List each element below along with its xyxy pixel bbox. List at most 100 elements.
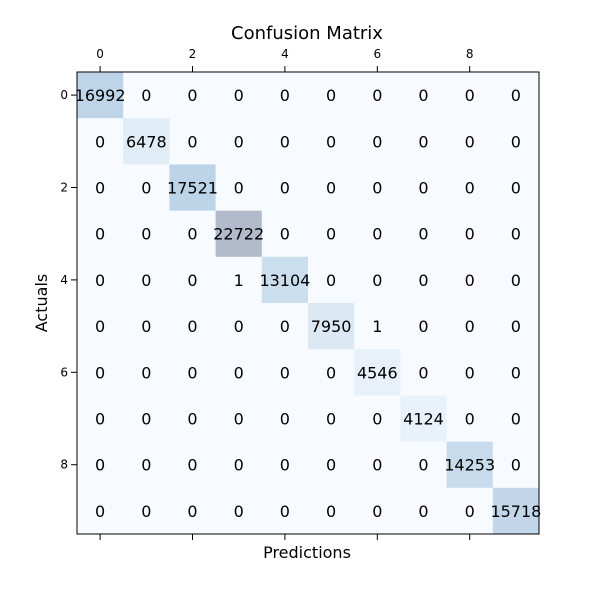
heatmap-cell-r6-c3 — [215, 349, 263, 396]
heatmap-cell-r4-c6 — [354, 256, 401, 304]
heatmap-cell-r3-c2 — [169, 210, 216, 258]
heatmap-cell-r1-c9 — [492, 118, 540, 165]
heatmap-cells — [77, 72, 540, 535]
cell-value-r6-c0: 0 — [95, 363, 105, 382]
heatmap-cell-r8-c5 — [308, 441, 355, 489]
heatmap-cell-r3-c4 — [261, 210, 309, 258]
cell-value-r6-c5: 0 — [326, 363, 336, 382]
heatmap-cell-r4-c3 — [215, 256, 263, 304]
cell-value-r3-c6: 0 — [372, 225, 382, 244]
heatmap-cell-r6-c6 — [354, 349, 401, 396]
plot-frame — [76, 71, 540, 535]
cell-value-r9-c8: 0 — [465, 502, 475, 521]
cell-value-r0-c8: 0 — [465, 86, 475, 105]
heatmap-cell-r8-c0 — [77, 441, 124, 489]
heatmap-cell-r5-c6 — [354, 303, 401, 350]
cell-value-r1-c6: 0 — [372, 132, 382, 151]
cell-value-r3-c1: 0 — [141, 225, 151, 244]
cell-value-r1-c4: 0 — [280, 132, 290, 151]
heatmap-cell-r1-c0 — [77, 118, 124, 165]
cell-value-r5-c3: 0 — [234, 317, 244, 336]
heatmap-cell-r0-c3 — [215, 72, 263, 119]
heatmap-cell-r8-c1 — [123, 441, 170, 489]
cell-value-r7-c3: 0 — [234, 410, 244, 429]
cell-value-r2-c7: 0 — [418, 179, 428, 198]
heatmap-cell-r0-c9 — [492, 72, 540, 119]
heatmap-cell-r5-c1 — [123, 303, 170, 350]
heatmap-cell-r2-c1 — [123, 164, 170, 211]
cell-value-r3-c9: 0 — [511, 225, 521, 244]
heatmap-cell-r9-c3 — [215, 487, 263, 535]
x-tick-label-2: 2 — [189, 47, 197, 61]
heatmap-cell-r4-c7 — [400, 256, 447, 304]
heatmap-cell-r0-c2 — [169, 72, 216, 119]
heatmap-cell-r2-c0 — [77, 164, 124, 211]
heatmap-cell-r2-c8 — [446, 164, 494, 211]
cell-value-r8-c4: 0 — [280, 456, 290, 475]
heatmap-cell-r2-c2 — [169, 164, 216, 211]
cell-value-r7-c8: 0 — [465, 410, 475, 429]
heatmap-cell-r5-c9 — [492, 303, 540, 350]
cell-value-r5-c2: 0 — [187, 317, 197, 336]
cell-value-r0-c2: 0 — [187, 86, 197, 105]
cell-value-r3-c4: 0 — [280, 225, 290, 244]
heatmap-cell-r9-c0 — [77, 487, 124, 535]
heatmap-cell-r7-c0 — [77, 395, 124, 442]
heatmap-cell-r0-c6 — [354, 72, 401, 119]
heatmap-cell-r2-c9 — [492, 164, 540, 211]
cell-value-r1-c1: 6478 — [126, 132, 167, 151]
heatmap-cell-r6-c7 — [400, 349, 447, 396]
y-tick-label-2: 2 — [60, 181, 68, 195]
cell-value-r6-c3: 0 — [234, 363, 244, 382]
cell-value-r6-c8: 0 — [465, 363, 475, 382]
cell-value-r2-c8: 0 — [465, 179, 475, 198]
heatmap-cell-r0-c5 — [308, 72, 355, 119]
heatmap-cell-r1-c3 — [215, 118, 263, 165]
heatmap-cell-r7-c4 — [261, 395, 309, 442]
cell-value-r4-c1: 0 — [141, 271, 151, 290]
cell-value-r4-c3: 1 — [234, 271, 244, 290]
cell-value-r8-c7: 0 — [418, 456, 428, 475]
cell-value-r2-c4: 0 — [280, 179, 290, 198]
cell-value-r0-c7: 0 — [418, 86, 428, 105]
heatmap-cell-r8-c2 — [169, 441, 216, 489]
cell-value-r6-c7: 0 — [418, 363, 428, 382]
cell-value-r4-c4: 13104 — [259, 271, 310, 290]
cell-value-r0-c5: 0 — [326, 86, 336, 105]
cell-value-r1-c8: 0 — [465, 132, 475, 151]
heatmap-cell-r4-c9 — [492, 256, 540, 304]
chart-title: Confusion Matrix — [231, 23, 383, 44]
heatmap-cell-r1-c2 — [169, 118, 216, 165]
cell-value-r4-c8: 0 — [465, 271, 475, 290]
heatmap-cell-r2-c4 — [261, 164, 309, 211]
heatmap-cell-r0-c8 — [446, 72, 494, 119]
cell-value-r1-c2: 0 — [187, 132, 197, 151]
cell-value-r6-c9: 0 — [511, 363, 521, 382]
heatmap-cell-r7-c2 — [169, 395, 216, 442]
cell-value-r4-c2: 0 — [187, 271, 197, 290]
x-tick-label-6: 6 — [373, 47, 381, 61]
y-axis-label: Actuals — [32, 274, 51, 332]
cell-value-r3-c8: 0 — [465, 225, 475, 244]
heatmap-cell-r5-c7 — [400, 303, 447, 350]
cell-value-r0-c1: 0 — [141, 86, 151, 105]
cell-value-r8-c6: 0 — [372, 456, 382, 475]
heatmap-cell-r4-c4 — [261, 256, 309, 304]
cell-value-r5-c1: 0 — [141, 317, 151, 336]
heatmap-cell-r9-c6 — [354, 487, 401, 535]
heatmap-cell-r9-c2 — [169, 487, 216, 535]
heatmap-cell-r6-c0 — [77, 349, 124, 396]
cell-value-r5-c5: 7950 — [311, 317, 352, 336]
heatmap-cell-r2-c7 — [400, 164, 447, 211]
cell-value-r9-c7: 0 — [418, 502, 428, 521]
cell-value-r9-c3: 0 — [234, 502, 244, 521]
cell-value-r9-c2: 0 — [187, 502, 197, 521]
cell-value-r2-c9: 0 — [511, 179, 521, 198]
heatmap-cell-r8-c6 — [354, 441, 401, 489]
heatmap-cell-r3-c9 — [492, 210, 540, 258]
cell-value-r8-c1: 0 — [141, 456, 151, 475]
heatmap-cell-r8-c4 — [261, 441, 309, 489]
cell-value-r9-c6: 0 — [372, 502, 382, 521]
heatmap-cell-r5-c8 — [446, 303, 494, 350]
heatmap-cell-r3-c1 — [123, 210, 170, 258]
